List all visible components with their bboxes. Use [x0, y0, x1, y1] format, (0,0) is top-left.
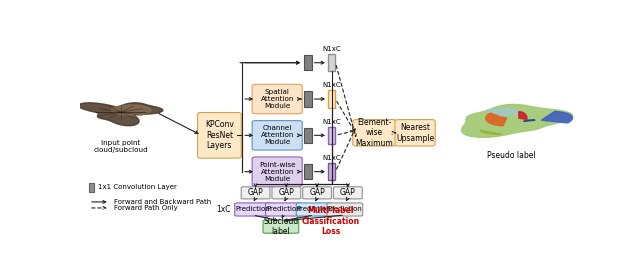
- Text: Pseudo label: Pseudo label: [487, 151, 536, 161]
- FancyBboxPatch shape: [252, 84, 302, 114]
- Polygon shape: [541, 111, 573, 123]
- Bar: [328, 54, 335, 71]
- Text: Channel
Attention
Module: Channel Attention Module: [260, 125, 294, 145]
- Bar: [328, 90, 335, 108]
- Text: N1xC: N1xC: [323, 46, 341, 52]
- Polygon shape: [480, 130, 502, 134]
- Text: Subcloud
label: Subcloud label: [263, 217, 298, 236]
- Text: N1xC: N1xC: [323, 155, 341, 161]
- Bar: [89, 183, 94, 192]
- Text: Multi-label
Classification
Loss: Multi-label Classification Loss: [301, 206, 360, 236]
- Bar: [328, 163, 335, 180]
- Text: GAP: GAP: [340, 188, 356, 197]
- Text: Point-wise
Attention
Module: Point-wise Attention Module: [259, 162, 296, 182]
- Text: Prediction: Prediction: [266, 206, 301, 212]
- FancyBboxPatch shape: [272, 187, 301, 199]
- Text: Forward and Backward Path: Forward and Backward Path: [114, 199, 211, 205]
- Text: KPConv
ResNet
Layers: KPConv ResNet Layers: [205, 121, 234, 150]
- Text: N1xC: N1xC: [323, 83, 341, 89]
- Text: Input point
cloud/subcloud: Input point cloud/subcloud: [94, 140, 148, 153]
- Polygon shape: [519, 112, 527, 119]
- Polygon shape: [486, 113, 507, 126]
- Bar: [304, 55, 312, 70]
- Polygon shape: [486, 109, 524, 116]
- Bar: [304, 91, 312, 107]
- Text: Element-
wise
Maximum: Element- wise Maximum: [356, 118, 394, 148]
- FancyBboxPatch shape: [252, 121, 302, 150]
- FancyBboxPatch shape: [395, 119, 435, 146]
- Polygon shape: [524, 120, 535, 121]
- Text: Prediction: Prediction: [328, 206, 362, 212]
- FancyBboxPatch shape: [296, 203, 332, 216]
- FancyBboxPatch shape: [241, 187, 270, 199]
- Text: 1xC: 1xC: [216, 205, 230, 214]
- FancyBboxPatch shape: [303, 187, 332, 199]
- FancyBboxPatch shape: [333, 187, 362, 199]
- Polygon shape: [78, 103, 163, 126]
- Text: Prediction: Prediction: [297, 206, 332, 212]
- Polygon shape: [111, 105, 151, 115]
- Text: Prediction: Prediction: [236, 206, 270, 212]
- Text: Forward Path Only: Forward Path Only: [114, 205, 177, 211]
- Polygon shape: [461, 105, 573, 137]
- Bar: [304, 164, 312, 179]
- Text: Spatial
Attention
Module: Spatial Attention Module: [260, 89, 294, 109]
- Text: 1x1 Convolution Layer: 1x1 Convolution Layer: [98, 184, 177, 190]
- FancyBboxPatch shape: [353, 119, 396, 146]
- FancyBboxPatch shape: [252, 157, 302, 186]
- FancyBboxPatch shape: [266, 203, 301, 216]
- FancyBboxPatch shape: [327, 203, 363, 216]
- Text: GAP: GAP: [309, 188, 325, 197]
- Text: GAP: GAP: [248, 188, 264, 197]
- Polygon shape: [78, 103, 163, 126]
- Bar: [328, 127, 335, 144]
- Text: GAP: GAP: [278, 188, 294, 197]
- Bar: [304, 128, 312, 143]
- FancyBboxPatch shape: [263, 220, 299, 233]
- Text: N1xC: N1xC: [323, 119, 341, 125]
- FancyBboxPatch shape: [198, 113, 241, 158]
- FancyBboxPatch shape: [235, 203, 271, 216]
- Text: Nearest
Upsample: Nearest Upsample: [396, 123, 434, 143]
